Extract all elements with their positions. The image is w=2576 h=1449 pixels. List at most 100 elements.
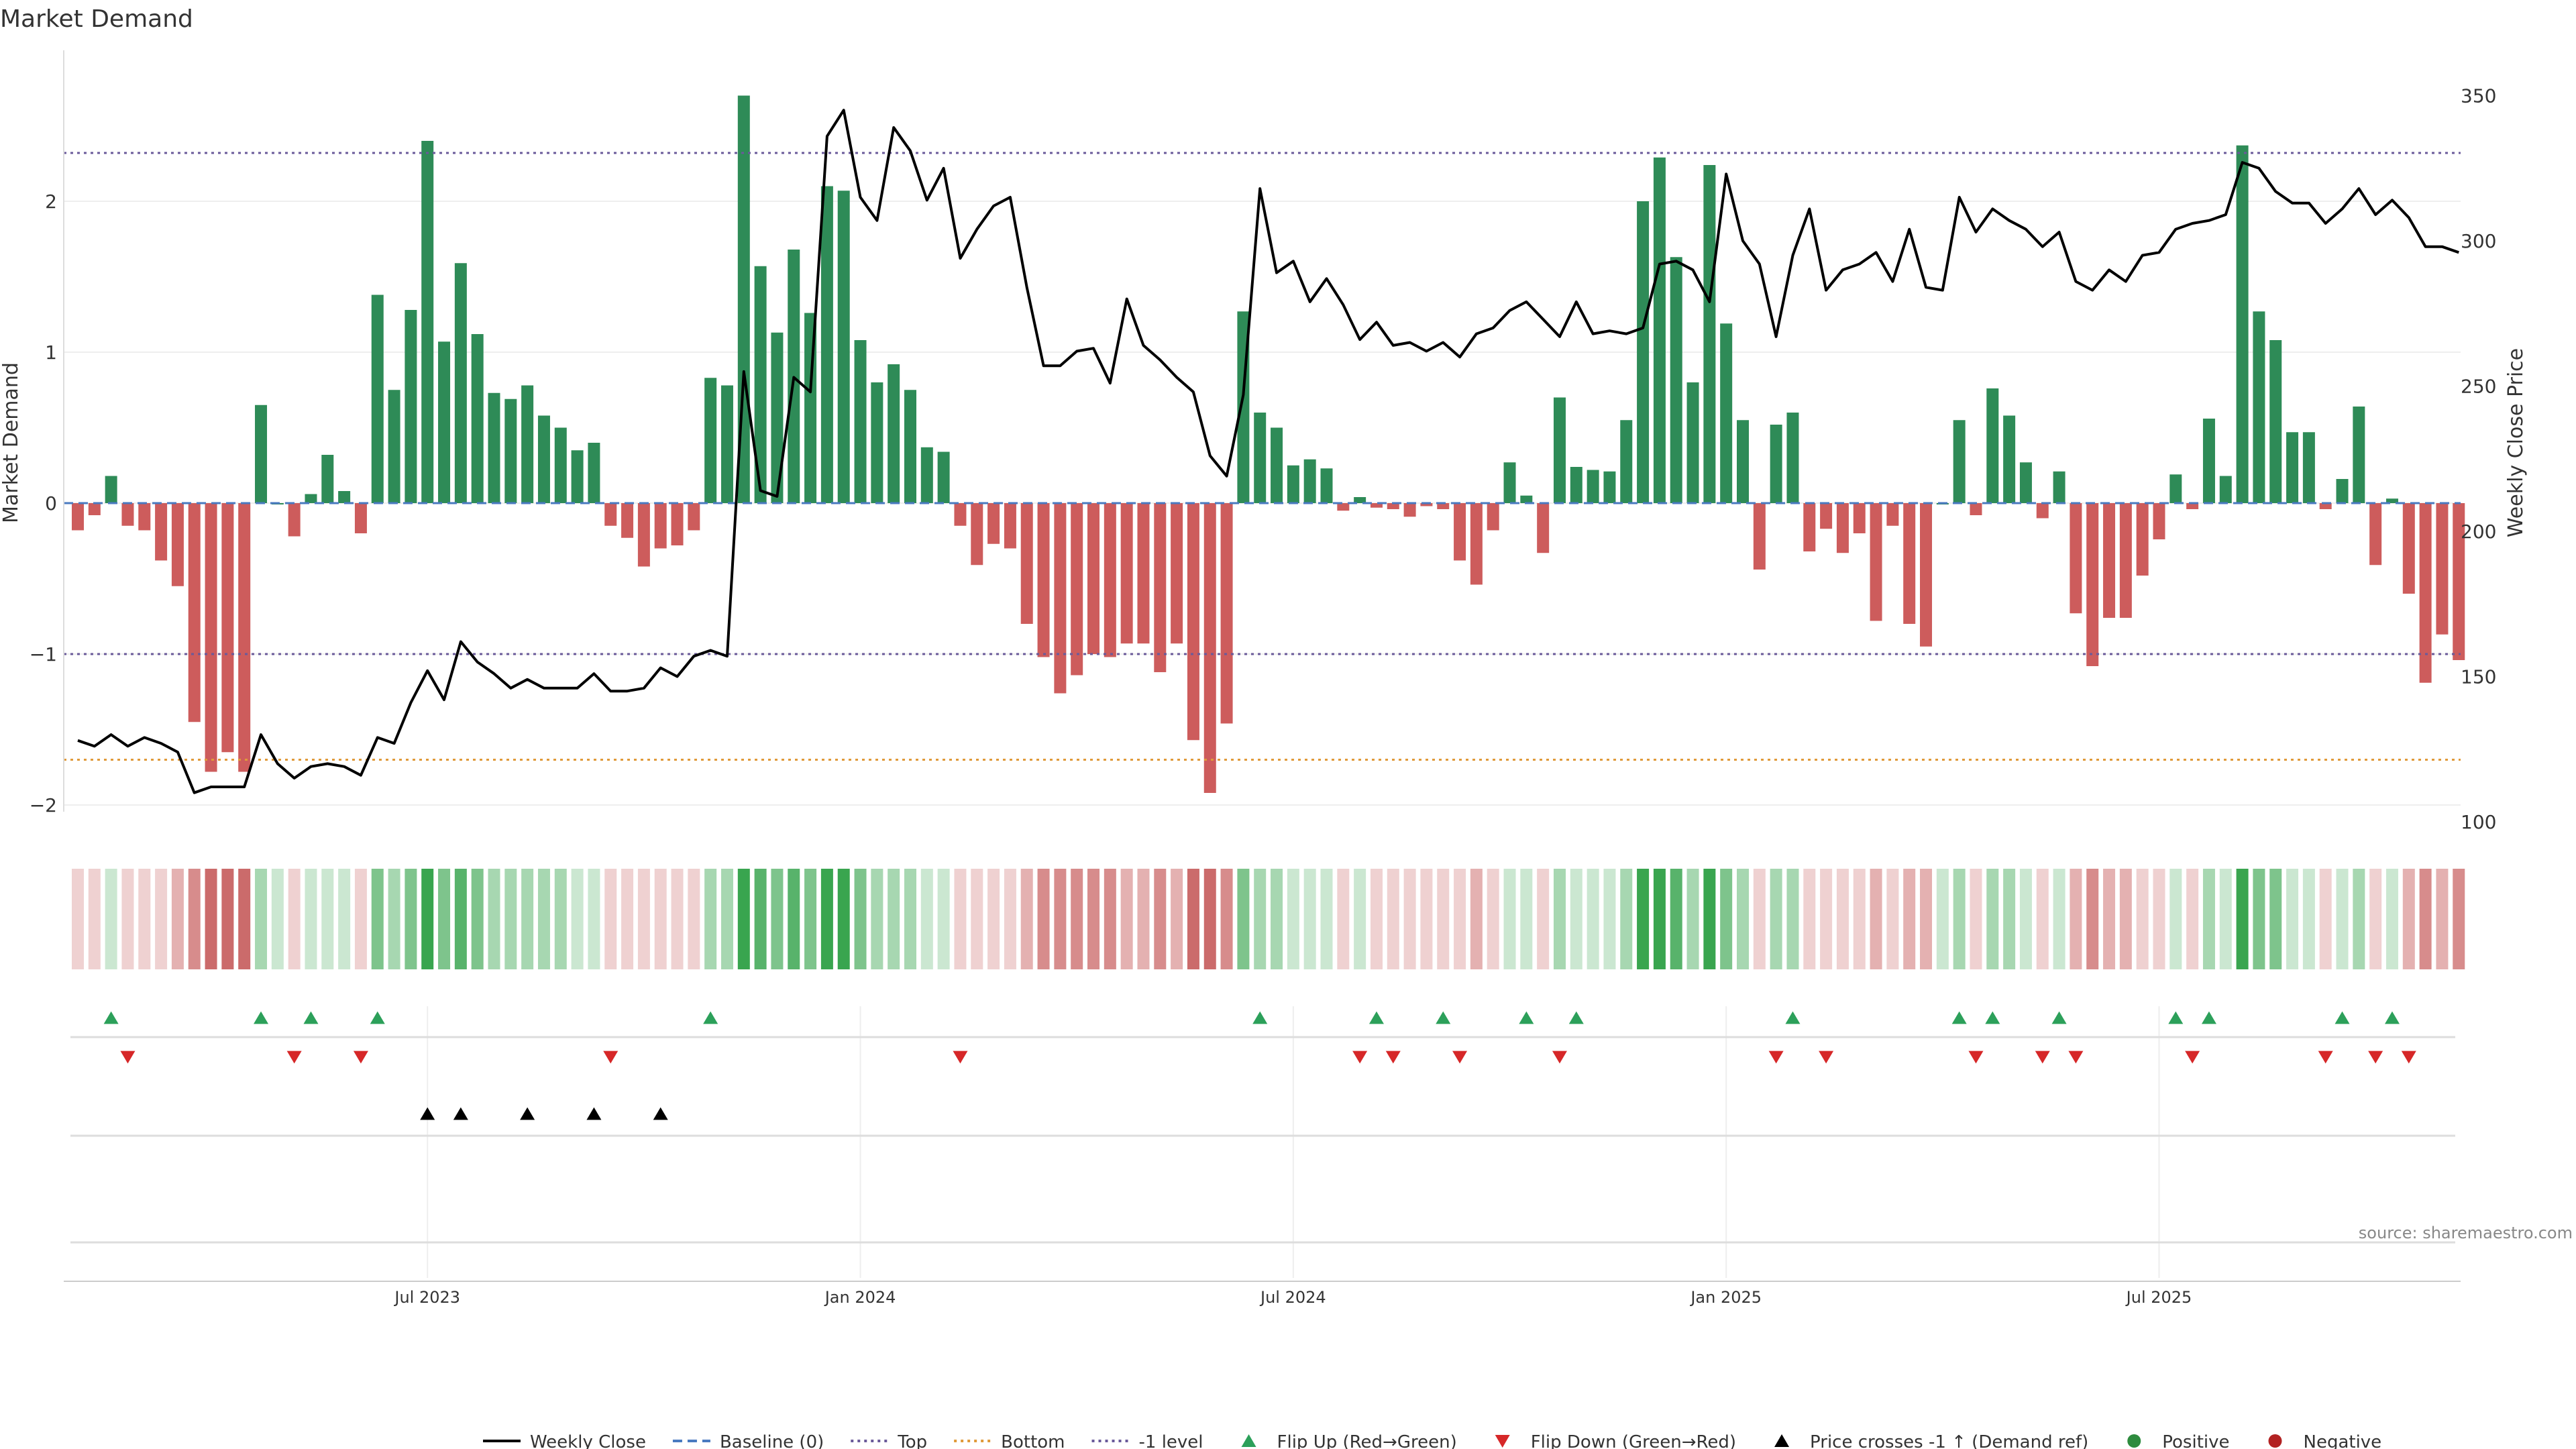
y-tick-label: 0	[45, 492, 57, 515]
demand-bar	[1903, 503, 1916, 624]
demand-bar	[1337, 503, 1350, 511]
demand-bar	[604, 503, 617, 526]
heat-strip-cell	[338, 869, 351, 969]
price-cross-marker	[453, 1107, 468, 1120]
heat-strip-cell	[2453, 869, 2465, 969]
heat-strip-cell	[871, 869, 883, 969]
demand-bar	[405, 310, 417, 503]
demand-bar	[2369, 503, 2382, 566]
demand-bar	[1587, 470, 1599, 503]
heat-strip-cell	[1903, 869, 1916, 969]
heat-strip-cell	[1071, 869, 1083, 969]
demand-bar	[471, 334, 484, 503]
demand-bar	[138, 503, 151, 531]
demand-bar	[2269, 340, 2282, 503]
flip-up-marker	[1252, 1011, 1268, 1024]
flip-down-marker	[1452, 1051, 1468, 1064]
flip-down-marker	[2068, 1051, 2084, 1064]
heat-strip-cell	[354, 869, 367, 969]
demand-bar	[1703, 165, 1716, 503]
demand-bar	[2336, 479, 2349, 503]
demand-bar	[837, 191, 850, 503]
weekly-close-line	[77, 109, 2459, 794]
heat-strip-cell	[2269, 869, 2282, 969]
heat-strip-cell	[788, 869, 800, 969]
legend-label: Flip Up (Red→Green)	[1277, 1432, 1457, 1449]
heat-strip-cell	[1553, 869, 1566, 969]
heat-strip-cell	[1620, 869, 1633, 969]
heat-strip-cell	[1271, 869, 1283, 969]
flip-down-marker	[1385, 1051, 1401, 1064]
heat-strip-cell	[1154, 869, 1167, 969]
heat-strip-cell	[255, 869, 268, 969]
axes: −2 −1 0 1 2 Jul 2023 Jan 2024 Jul 2024 Jan 2025 J…	[30, 50, 2496, 1307]
demand-bar	[2219, 476, 2232, 503]
demand-bar	[2302, 432, 2315, 503]
heat-strip-cell	[1171, 869, 1183, 969]
flip-up-marker	[1568, 1011, 1584, 1024]
demand-bar	[121, 503, 134, 526]
demand-bar	[1637, 201, 1650, 503]
marker-rows	[70, 1011, 2455, 1244]
demand-bar	[421, 141, 434, 503]
y-axis-label: Market Demand	[0, 362, 23, 523]
heat-strip-cell	[1420, 869, 1433, 969]
heat-strip-cell	[2286, 869, 2299, 969]
heat-strip-cell	[2070, 869, 2082, 969]
demand-bar	[72, 503, 84, 531]
flip-up-marker	[1519, 1011, 1534, 1024]
heat-strip-cell	[321, 869, 334, 969]
demand-bar	[1770, 425, 1782, 503]
heat-strip-cell	[1970, 869, 1982, 969]
demand-bar	[2402, 503, 2415, 594]
demand-bar	[1303, 459, 1316, 503]
flip-up-marker	[703, 1011, 718, 1024]
demand-bar	[2169, 474, 2182, 503]
heat-strip-cell	[837, 869, 850, 969]
demand-bar	[155, 503, 168, 561]
heat-strip-cell	[1587, 869, 1599, 969]
heat-strip-cell	[1354, 869, 1366, 969]
demand-bar	[1354, 497, 1366, 503]
heat-strip-cell	[1020, 869, 1033, 969]
heat-strip-cell	[1054, 869, 1067, 969]
flip-down-marker	[603, 1051, 619, 1064]
demand-bar	[338, 491, 351, 503]
flip-up-marker	[1436, 1011, 1451, 1024]
legend-swatch-triangle-up	[1241, 1434, 1256, 1447]
heat-strip-cell	[2169, 869, 2182, 969]
heat-strip-cell	[537, 869, 550, 969]
heat-strip-cell	[1187, 869, 1199, 969]
demand-bar	[1403, 503, 1416, 517]
demand-bar	[904, 390, 916, 503]
heat-strip-cell	[588, 869, 600, 969]
heat-strip-cell	[2419, 869, 2432, 969]
demand-bar	[1370, 503, 1383, 508]
flip-up-marker	[1951, 1011, 1967, 1024]
heat-strip-cell	[1370, 869, 1383, 969]
demand-bar	[537, 415, 550, 503]
heat-strip-cell	[88, 869, 101, 969]
flip-up-marker	[1985, 1011, 2000, 1024]
demand-bar	[2153, 503, 2165, 539]
heat-strip-cell	[1820, 869, 1833, 969]
demand-bar	[1720, 323, 1733, 503]
heat-strip-cell	[2202, 869, 2215, 969]
demand-bar	[754, 266, 767, 503]
heat-strip-cell	[1720, 869, 1733, 969]
heat-strip-cell	[604, 869, 617, 969]
demand-bar	[820, 186, 833, 503]
y-tick-label: 1	[45, 341, 57, 364]
demand-bar	[1620, 420, 1633, 503]
flip-down-marker	[2035, 1051, 2050, 1064]
demand-bar	[1537, 503, 1550, 553]
heat-strip-cell	[2019, 869, 2032, 969]
demand-bar	[205, 503, 217, 772]
heat-strip-cell	[188, 869, 201, 969]
demand-bar	[1786, 413, 1799, 503]
heat-strip-cell	[888, 869, 900, 969]
heat-strip-cell	[238, 869, 251, 969]
demand-bar	[1737, 420, 1749, 503]
source-label: source: sharemaestro.com	[2359, 1224, 2573, 1242]
heat-strip-cell	[1037, 869, 1050, 969]
